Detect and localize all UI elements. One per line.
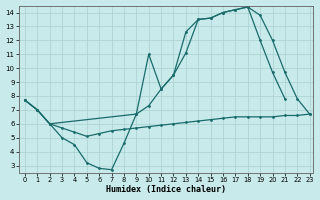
X-axis label: Humidex (Indice chaleur): Humidex (Indice chaleur) — [106, 185, 226, 194]
